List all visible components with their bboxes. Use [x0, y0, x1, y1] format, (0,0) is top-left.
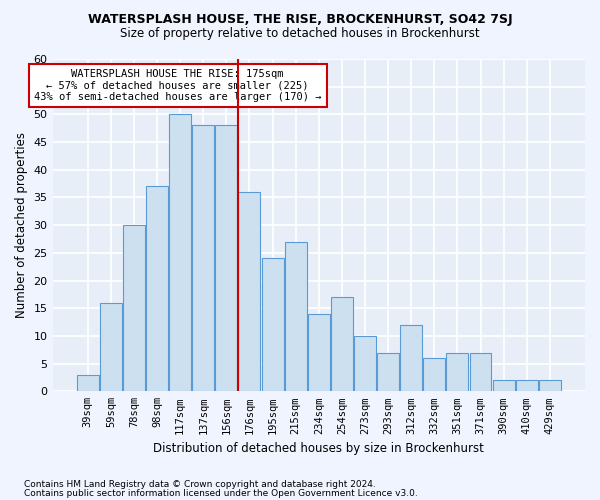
- Text: Contains HM Land Registry data © Crown copyright and database right 2024.: Contains HM Land Registry data © Crown c…: [24, 480, 376, 489]
- Text: WATERSPLASH HOUSE THE RISE: 175sqm
← 57% of detached houses are smaller (225)
43: WATERSPLASH HOUSE THE RISE: 175sqm ← 57%…: [34, 69, 322, 102]
- Bar: [331, 297, 353, 392]
- Bar: [446, 352, 469, 392]
- Bar: [377, 352, 399, 392]
- Bar: [354, 336, 376, 392]
- Bar: [238, 192, 260, 392]
- Bar: [539, 380, 561, 392]
- Bar: [215, 126, 238, 392]
- X-axis label: Distribution of detached houses by size in Brockenhurst: Distribution of detached houses by size …: [154, 442, 484, 455]
- Bar: [100, 302, 122, 392]
- Bar: [308, 314, 330, 392]
- Bar: [493, 380, 515, 392]
- Bar: [470, 352, 491, 392]
- Bar: [284, 242, 307, 392]
- Text: Contains public sector information licensed under the Open Government Licence v3: Contains public sector information licen…: [24, 488, 418, 498]
- Y-axis label: Number of detached properties: Number of detached properties: [15, 132, 28, 318]
- Bar: [169, 114, 191, 392]
- Bar: [516, 380, 538, 392]
- Bar: [192, 126, 214, 392]
- Bar: [400, 325, 422, 392]
- Bar: [123, 225, 145, 392]
- Bar: [146, 186, 168, 392]
- Text: WATERSPLASH HOUSE, THE RISE, BROCKENHURST, SO42 7SJ: WATERSPLASH HOUSE, THE RISE, BROCKENHURS…: [88, 12, 512, 26]
- Bar: [424, 358, 445, 392]
- Text: Size of property relative to detached houses in Brockenhurst: Size of property relative to detached ho…: [120, 28, 480, 40]
- Bar: [262, 258, 284, 392]
- Bar: [77, 374, 98, 392]
